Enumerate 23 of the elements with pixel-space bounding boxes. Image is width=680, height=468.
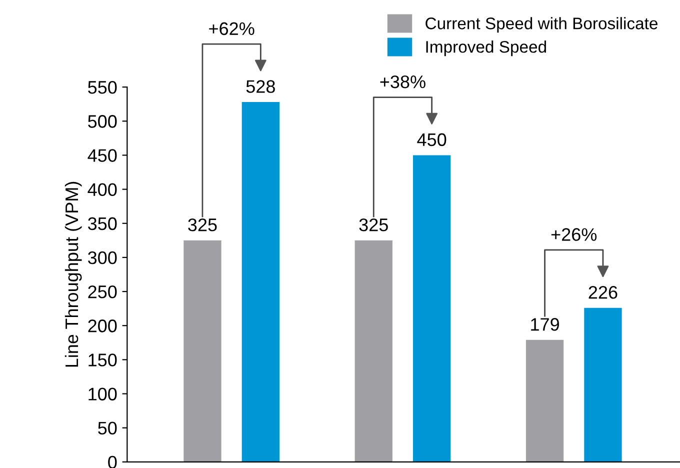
y-tick-label: 150 [88, 354, 117, 366]
data-label: 325 [359, 218, 388, 232]
y-tick-label: 500 [88, 115, 117, 128]
y-tick-label: 50 [98, 422, 117, 435]
y-tick-label: 350 [88, 217, 117, 230]
y-tick-label: 100 [88, 388, 117, 400]
y-axis-title: Line Throughput (VPM) [64, 182, 82, 367]
y-tick-label: 250 [88, 285, 117, 298]
legend-label: Current Speed with Borosilicate [426, 17, 658, 33]
y-tick-label: 300 [88, 251, 117, 264]
data-label: 179 [531, 318, 559, 331]
data-label: 528 [246, 80, 275, 93]
data-label: 226 [588, 286, 618, 299]
annotation: +26% [551, 228, 597, 241]
legend-label: Improved Speed [426, 40, 546, 56]
y-tick-label: 550 [88, 80, 117, 94]
y-tick-label: 400 [88, 183, 117, 196]
annotation: +38% [380, 75, 426, 88]
y-tick-label: 200 [88, 320, 117, 332]
y-tick-label: 450 [88, 149, 117, 162]
data-label: 450 [417, 133, 446, 146]
text: +62% [209, 22, 254, 36]
data-label: 325 [188, 218, 217, 232]
